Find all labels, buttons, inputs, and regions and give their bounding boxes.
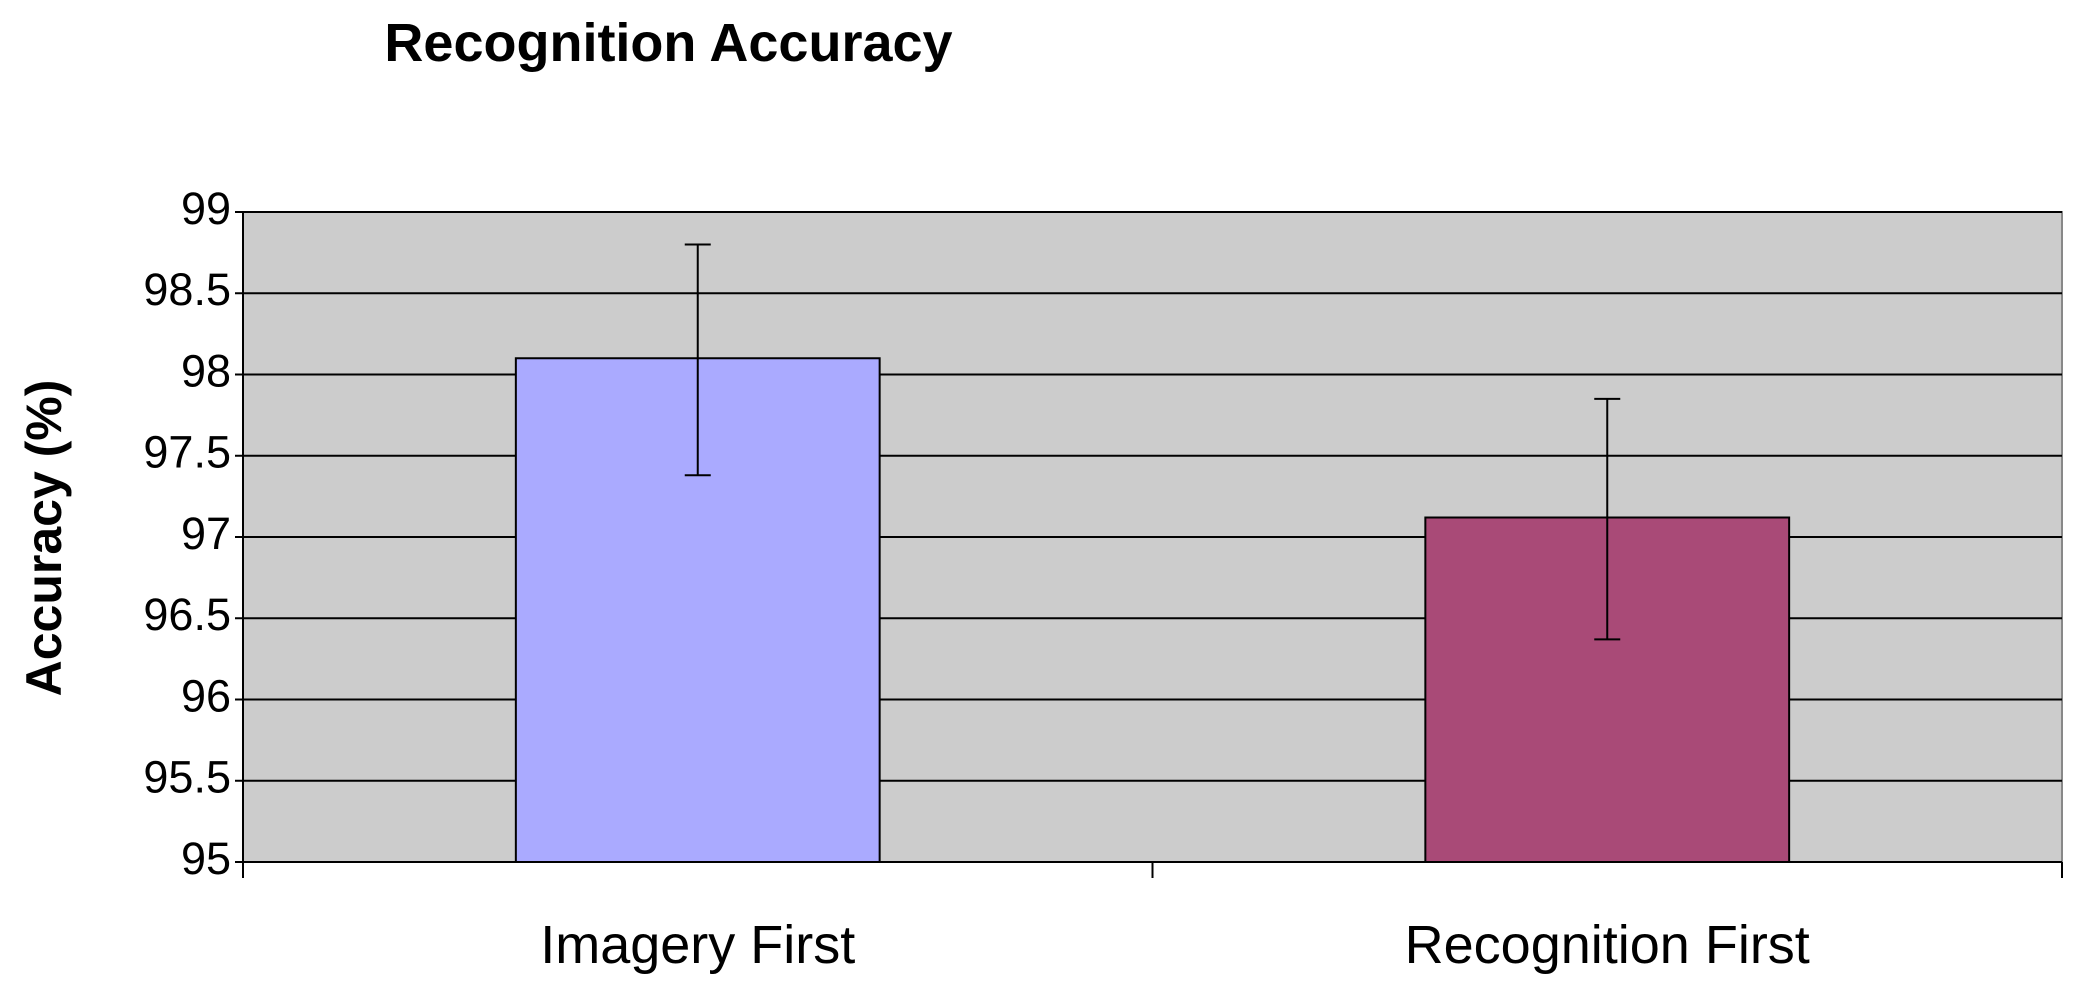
y-tick-label: 99 [181, 183, 231, 234]
y-tick-label: 97 [181, 508, 231, 559]
x-category-label: Recognition First [1405, 915, 1810, 975]
y-tick-label: 98.5 [143, 264, 231, 315]
x-category-label: Imagery First [540, 915, 855, 975]
y-tick-label: 95 [181, 833, 231, 884]
chart-title: Recognition Accuracy [384, 13, 953, 73]
y-tick-label: 98 [181, 345, 231, 396]
y-tick-label: 96.5 [143, 589, 231, 640]
y-tick-label: 96 [181, 670, 231, 721]
y-tick-label: 95.5 [143, 752, 231, 803]
y-tick-label: 97.5 [143, 427, 231, 478]
